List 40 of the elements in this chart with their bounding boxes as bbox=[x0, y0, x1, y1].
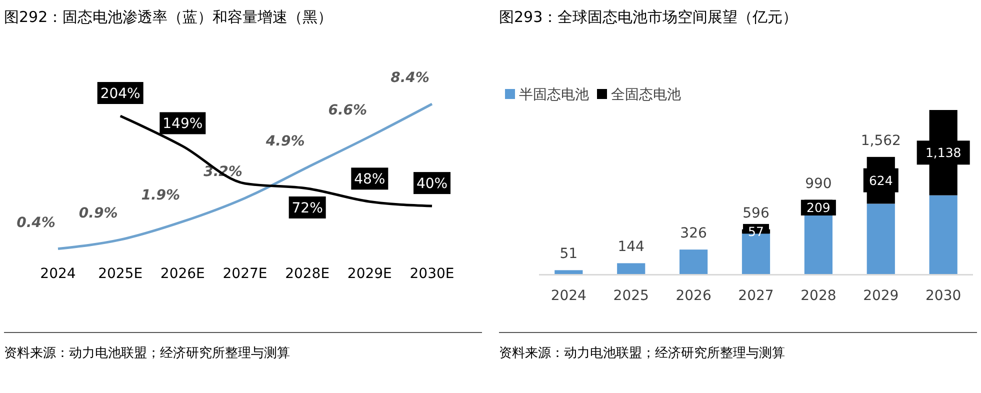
data-label: 40% bbox=[416, 176, 448, 192]
x-tick-label: 2027 bbox=[738, 288, 774, 304]
total-label: 1,562 bbox=[860, 132, 901, 149]
x-tick-label: 2024 bbox=[40, 266, 76, 282]
legend-label: 全固态电池 bbox=[611, 87, 681, 103]
data-label: 209 bbox=[806, 200, 830, 216]
data-label: 624 bbox=[868, 172, 893, 188]
data-label: 48% bbox=[354, 172, 386, 188]
x-tick-label: 2025 bbox=[613, 288, 649, 304]
x-tick-label: 2030 bbox=[926, 288, 962, 304]
total-label: 51 bbox=[560, 246, 578, 262]
total-label: 326 bbox=[680, 226, 707, 242]
total-label: 144 bbox=[618, 239, 645, 256]
legend-label: 半固态电池 bbox=[519, 87, 589, 103]
x-tick-label: 2029 bbox=[863, 288, 899, 304]
data-label: 72% bbox=[292, 200, 323, 216]
data-label: 1,138 bbox=[925, 145, 962, 160]
x-tick-label: 2029E bbox=[347, 266, 392, 282]
x-tick-label: 2026E bbox=[160, 266, 205, 282]
data-label: 6.6% bbox=[328, 102, 368, 119]
data-label: 204% bbox=[100, 86, 140, 102]
data-label: 8.4% bbox=[390, 70, 430, 86]
data-label: 0.4% bbox=[16, 214, 56, 231]
x-tick-label: 2028E bbox=[285, 266, 330, 282]
x-tick-label: 2025E bbox=[98, 266, 143, 282]
x-tick-label: 2027E bbox=[222, 266, 268, 282]
chart-title: 图292：固态电池渗透率（蓝）和容量增速（黑） bbox=[4, 8, 333, 26]
x-tick-label: 2030E bbox=[410, 266, 454, 282]
x-tick-label: 2026 bbox=[676, 288, 712, 304]
chart-title: 图293：全球固态电池市场空间展望（亿元） bbox=[499, 8, 798, 26]
data-label: 0.9% bbox=[78, 206, 118, 222]
text: 资料来源：动力电池联盟；经济研究所整理与测算 bbox=[499, 346, 785, 361]
data-label: 149% bbox=[162, 116, 203, 132]
text: 资料来源：动力电池联盟；经济研究所整理与测算 bbox=[4, 346, 290, 361]
data-label: 4.9% bbox=[264, 133, 305, 150]
x-tick-label: 2028 bbox=[800, 288, 836, 304]
data-label: 1.9% bbox=[141, 188, 180, 204]
total-label: 596 bbox=[742, 205, 770, 222]
x-tick-label: 2024 bbox=[550, 288, 587, 304]
total-label: 990 bbox=[805, 176, 832, 192]
